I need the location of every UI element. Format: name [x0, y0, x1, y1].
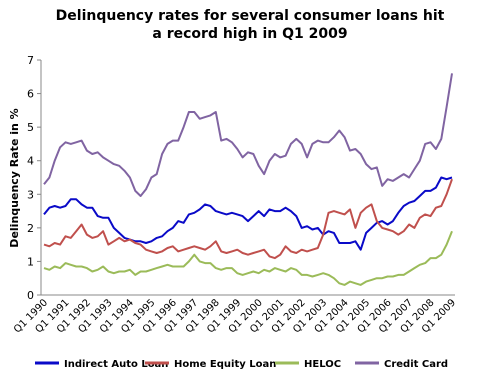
y-tick-label: 4: [27, 155, 34, 168]
chart-title: a record high in Q1 2009: [152, 26, 347, 42]
y-tick-label: 0: [27, 289, 34, 302]
series-line: [43, 73, 453, 197]
y-tick-label: 5: [27, 121, 34, 134]
y-tick-label: 2: [27, 222, 34, 235]
y-tick-label: 1: [27, 255, 34, 268]
legend-label: Indirect Auto Loan: [64, 359, 168, 370]
series-line: [43, 230, 453, 286]
y-tick-label: 3: [27, 188, 34, 201]
legend-label: Credit Card: [384, 359, 448, 370]
y-tick-label: 7: [27, 54, 34, 67]
series-line: [43, 176, 453, 251]
legend-label: Home Equity Loan: [174, 359, 276, 370]
legend-label: HELOC: [304, 359, 341, 370]
chart-title: Delinquency rates for several consumer l…: [56, 8, 445, 24]
series-line: [43, 178, 453, 260]
y-tick-label: 6: [27, 88, 34, 101]
y-axis-label: Delinquency Rate in %: [8, 108, 21, 247]
